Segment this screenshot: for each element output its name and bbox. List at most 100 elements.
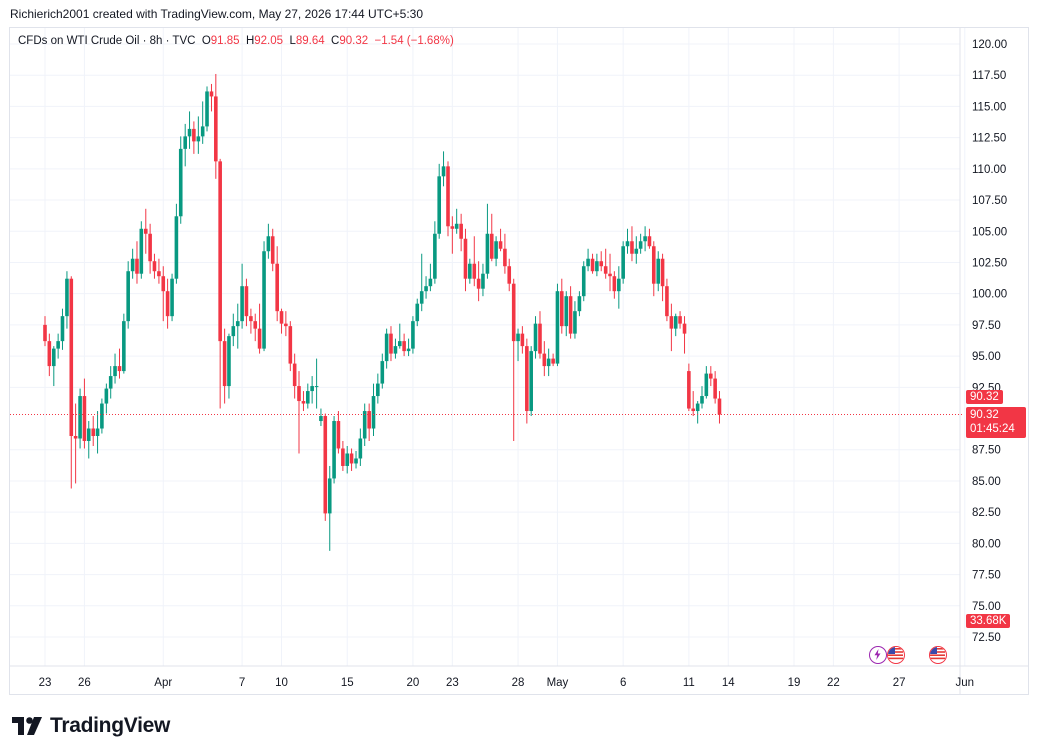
- x-tick-label: Jun: [956, 677, 975, 689]
- high-value: 92.05: [254, 35, 284, 47]
- candle-body: [603, 266, 608, 274]
- candle-body: [651, 246, 656, 284]
- candle-body: [384, 333, 389, 362]
- candle-body: [682, 323, 687, 334]
- candle-body: [511, 283, 516, 342]
- candle-body: [573, 311, 577, 334]
- candle-body: [419, 291, 424, 304]
- candle-body: [520, 333, 525, 347]
- time-axis: 23 26 Apr 7 10 15 20 23 28 May 6 11 14 19 22 27 Jun: [10, 665, 1029, 689]
- candle-body: [104, 388, 109, 404]
- candle-body: [402, 341, 406, 352]
- candle-body: [709, 373, 713, 379]
- candle-body: [380, 361, 385, 384]
- candle-body: [310, 386, 314, 392]
- us-flag-event-icon-2[interactable]: [929, 646, 947, 664]
- candle-body: [691, 408, 695, 412]
- candle-body: [270, 236, 275, 264]
- candle-body: [95, 428, 100, 437]
- candle-body: [183, 136, 188, 149]
- candles-layer: [43, 73, 722, 551]
- candle-body: [275, 263, 279, 312]
- candle-body: [148, 233, 152, 262]
- y-tick-label: 107.50: [972, 195, 1007, 207]
- last-price-label: 90.32: [966, 390, 1003, 404]
- candle-body: [301, 401, 306, 404]
- candle-body: [157, 271, 161, 277]
- candle-body: [91, 428, 96, 437]
- candle-body: [100, 403, 104, 429]
- candle-body: [717, 398, 722, 415]
- x-tick-label: 10: [275, 677, 288, 689]
- candle-body: [638, 241, 643, 249]
- x-tick-label: 7: [239, 677, 245, 689]
- close-value: 90.32: [339, 35, 369, 47]
- candle-body: [214, 96, 218, 162]
- candle-body: [249, 316, 253, 322]
- candle-body: [656, 258, 661, 284]
- candle-body: [117, 366, 122, 372]
- chart-area[interactable]: [9, 27, 1029, 695]
- candle-body: [178, 148, 183, 217]
- candle-body: [52, 348, 56, 367]
- candle-body: [617, 278, 621, 292]
- y-tick-label: 105.00: [972, 226, 1007, 238]
- bar-countdown: 01:45:24: [970, 423, 1015, 435]
- candle-body: [43, 324, 47, 342]
- candle-body: [476, 278, 481, 289]
- candle-body: [227, 336, 231, 387]
- lightning-event-icon[interactable]: [869, 646, 887, 664]
- candle-body: [704, 373, 709, 397]
- y-tick-label: 110.00: [972, 164, 1006, 176]
- volume-badge: 33.68K: [966, 614, 1011, 628]
- candle-body: [630, 241, 634, 254]
- candle-body: [135, 258, 139, 274]
- x-tick-label: 11: [683, 677, 695, 689]
- candle-body: [437, 176, 441, 234]
- candle-body: [595, 261, 599, 272]
- candle-body: [546, 358, 551, 367]
- candle-body: [240, 286, 244, 322]
- y-tick-label: 82.50: [972, 507, 1001, 519]
- candle-body: [139, 228, 144, 274]
- candle-body: [218, 161, 222, 342]
- candle-body: [415, 303, 420, 322]
- candle-body: [108, 376, 113, 389]
- candle-body: [678, 316, 682, 324]
- candle-body: [371, 396, 376, 429]
- candle-body: [354, 458, 358, 464]
- y-tick-label: 115.00: [972, 101, 1006, 113]
- candle-body: [235, 321, 240, 327]
- candle-body: [564, 296, 569, 327]
- candle-body: [262, 251, 266, 349]
- y-tick-label: 102.50: [972, 257, 1007, 269]
- candle-body: [231, 326, 236, 337]
- candle-body: [143, 228, 148, 234]
- x-tick-label: May: [547, 677, 569, 689]
- candle-body: [406, 348, 411, 352]
- candle-body: [538, 323, 542, 354]
- candle-body: [362, 411, 367, 439]
- candle-body: [86, 428, 91, 441]
- x-tick-label: 23: [446, 677, 459, 689]
- candle-body: [459, 223, 463, 239]
- candle-body: [599, 261, 604, 267]
- candle-body: [73, 436, 78, 439]
- x-tick-label: 20: [407, 677, 420, 689]
- us-flag-event-icon[interactable]: [887, 646, 905, 664]
- candle-body: [581, 266, 586, 297]
- candle-body: [170, 278, 174, 317]
- candle-body: [376, 383, 380, 397]
- candle-body: [292, 363, 297, 387]
- low-label: L: [289, 35, 296, 47]
- x-tick-label: Apr: [154, 677, 172, 689]
- candle-body: [428, 278, 433, 287]
- candle-body: [47, 341, 52, 367]
- candle-body: [673, 316, 678, 329]
- tradingview-logo: TradingView: [12, 714, 170, 738]
- candle-body: [424, 286, 428, 292]
- chart-caption: Richierich2001 created with TradingView.…: [10, 7, 424, 21]
- open-value: 91.85: [210, 35, 240, 47]
- candle-body: [433, 233, 437, 279]
